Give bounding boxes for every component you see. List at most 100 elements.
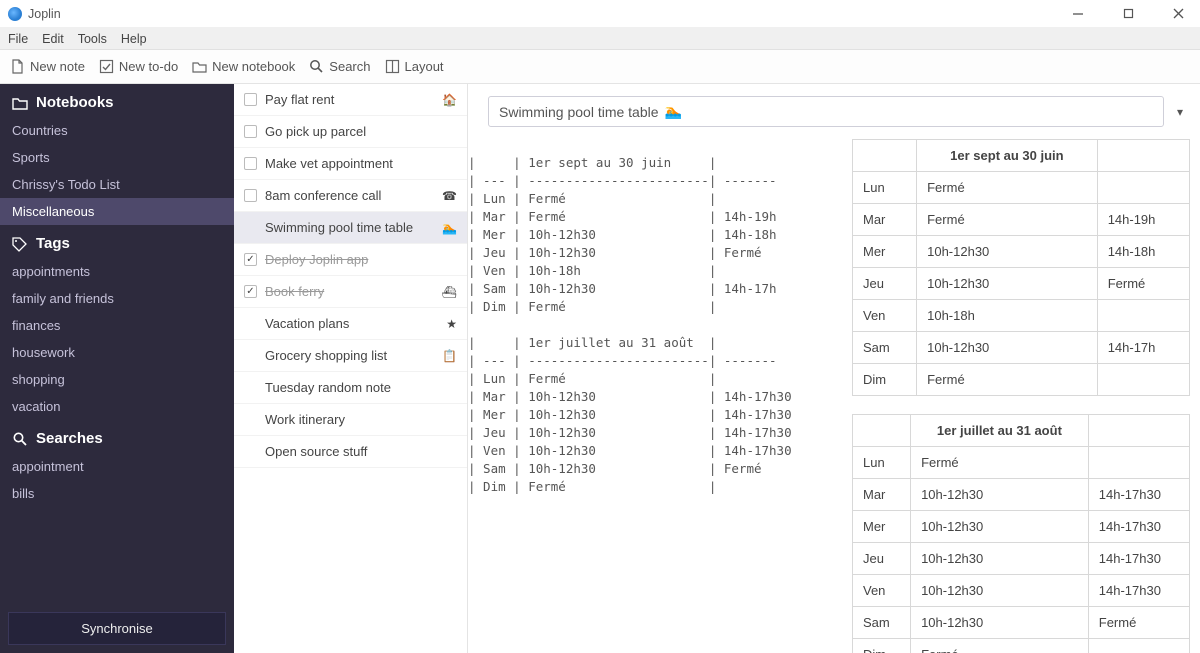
schedule-table: 1er juillet au 31 aoûtLunFerméMar10h-12h…: [852, 414, 1190, 653]
schedule-caption: 1er sept au 30 juin: [917, 140, 1098, 172]
note-editor: Swimming pool time table 🏊 ▾ | | 1er sep…: [468, 84, 1200, 653]
note-list-item-label: Work itinerary: [265, 412, 457, 427]
search-button[interactable]: Search: [309, 59, 370, 74]
note-emoji-icon: ☎: [442, 189, 457, 203]
note-emoji-icon: 🏠: [442, 93, 457, 107]
search-icon: [12, 431, 28, 447]
note-emoji-icon: ★: [446, 317, 457, 331]
table-row: LunFermé: [853, 447, 1190, 479]
sidebar-notebook-item[interactable]: Sports: [0, 144, 234, 171]
layout-label: Layout: [405, 59, 444, 74]
folder-icon: [192, 59, 207, 74]
todo-checkbox[interactable]: [244, 253, 257, 266]
note-list-item[interactable]: Grocery shopping list 📋: [234, 340, 467, 372]
notebooks-heading[interactable]: Notebooks: [0, 84, 234, 117]
table-row: Sam10h-12h30Fermé: [853, 607, 1190, 639]
note-list-item[interactable]: 8am conference call ☎: [234, 180, 467, 212]
note-emoji-icon: 🏊: [442, 221, 457, 235]
layout-icon: [385, 59, 400, 74]
note-list-item[interactable]: Swimming pool time table 🏊: [234, 212, 467, 244]
note-title-input[interactable]: Swimming pool time table 🏊: [488, 96, 1164, 127]
table-row: Mer10h-12h3014h-18h: [853, 236, 1190, 268]
app-title: Joplin: [28, 7, 61, 21]
note-list-item-label: Swimming pool time table: [265, 220, 434, 235]
new-todo-label: New to-do: [119, 59, 178, 74]
sidebar-notebook-item[interactable]: Countries: [0, 117, 234, 144]
menu-edit[interactable]: Edit: [42, 32, 64, 46]
note-list-item-label: Open source stuff: [265, 444, 457, 459]
note-list-item-label: Tuesday random note: [265, 380, 457, 395]
sidebar-notebook-item[interactable]: Chrissy's Todo List: [0, 171, 234, 198]
file-icon: [10, 59, 25, 74]
synchronise-button[interactable]: Synchronise: [8, 612, 226, 645]
folder-icon: [12, 95, 28, 111]
sidebar-search-item[interactable]: appointment: [0, 453, 234, 480]
window-titlebar: Joplin: [0, 0, 1200, 28]
sidebar-search-item[interactable]: bills: [0, 480, 234, 507]
note-list-item[interactable]: Work itinerary: [234, 404, 467, 436]
todo-checkbox[interactable]: [244, 93, 257, 106]
table-row: DimFermé: [853, 639, 1190, 653]
window-minimize-button[interactable]: [1064, 4, 1092, 24]
note-list-item[interactable]: Book ferry ⛴: [234, 276, 467, 308]
menu-help[interactable]: Help: [121, 32, 147, 46]
table-row: Ven10h-18h: [853, 300, 1190, 332]
note-list-item[interactable]: Deploy Joplin app: [234, 244, 467, 276]
searches-heading[interactable]: Searches: [0, 420, 234, 453]
new-todo-button[interactable]: New to-do: [99, 59, 178, 74]
search-icon: [309, 59, 324, 74]
note-list-item[interactable]: Pay flat rent🏠: [234, 84, 467, 116]
new-notebook-button[interactable]: New notebook: [192, 59, 295, 74]
menu-file[interactable]: File: [8, 32, 28, 46]
todo-checkbox[interactable]: [244, 157, 257, 170]
note-list-item-label: 8am conference call: [265, 188, 434, 203]
sidebar-tag-item[interactable]: shopping: [0, 366, 234, 393]
note-list-item[interactable]: Make vet appointment: [234, 148, 467, 180]
sidebar-tag-item[interactable]: appointments: [0, 258, 234, 285]
note-list-item-label: Vacation plans: [265, 316, 438, 331]
layout-button[interactable]: Layout: [385, 59, 444, 74]
sidebar-tag-item[interactable]: vacation: [0, 393, 234, 420]
window-maximize-button[interactable]: [1114, 4, 1142, 24]
todo-checkbox[interactable]: [244, 285, 257, 298]
tags-heading[interactable]: Tags: [0, 225, 234, 258]
table-row: LunFermé: [853, 172, 1190, 204]
sidebar-tag-item[interactable]: finances: [0, 312, 234, 339]
note-list-item[interactable]: Tuesday random note: [234, 372, 467, 404]
sidebar: Notebooks CountriesSportsChrissy's Todo …: [0, 84, 234, 653]
note-emoji-icon: ⛴: [442, 285, 457, 299]
note-list-item[interactable]: Vacation plans ★: [234, 308, 467, 340]
table-row: Sam10h-12h3014h-17h: [853, 332, 1190, 364]
table-row: Mar10h-12h3014h-17h30: [853, 479, 1190, 511]
note-list-item[interactable]: Open source stuff: [234, 436, 467, 468]
sidebar-tag-item[interactable]: family and friends: [0, 285, 234, 312]
table-row: Jeu10h-12h30Fermé: [853, 268, 1190, 300]
markdown-preview: 1er sept au 30 juinLunFerméMarFermé14h-1…: [848, 135, 1200, 653]
table-row: Ven10h-12h3014h-17h30: [853, 575, 1190, 607]
schedule-caption: 1er juillet au 31 août: [911, 415, 1089, 447]
sidebar-notebook-item[interactable]: Miscellaneous: [0, 198, 234, 225]
note-list-item-label: Grocery shopping list: [265, 348, 434, 363]
note-title-text: Swimming pool time table: [499, 104, 659, 120]
note-list-item-label: Book ferry: [265, 284, 434, 299]
tag-icon: [12, 236, 28, 252]
note-list-item-label: Go pick up parcel: [265, 124, 457, 139]
new-note-label: New note: [30, 59, 85, 74]
todo-checkbox[interactable]: [244, 125, 257, 138]
new-note-button[interactable]: New note: [10, 59, 85, 74]
note-actions-dropdown[interactable]: ▾: [1172, 105, 1188, 119]
todo-checkbox[interactable]: [244, 189, 257, 202]
table-row: Mer10h-12h3014h-17h30: [853, 511, 1190, 543]
menu-bar: File Edit Tools Help: [0, 28, 1200, 50]
markdown-editor[interactable]: | | 1er sept au 30 juin | | --- | ------…: [468, 148, 848, 641]
note-list-item[interactable]: Go pick up parcel: [234, 116, 467, 148]
app-icon: [8, 7, 22, 21]
checkbox-icon: [99, 59, 114, 74]
menu-tools[interactable]: Tools: [78, 32, 107, 46]
note-list: Pay flat rent🏠 Go pick up parcel Make vet …: [234, 84, 468, 653]
schedule-table: 1er sept au 30 juinLunFerméMarFermé14h-1…: [852, 139, 1190, 396]
note-title-emoji: 🏊: [665, 103, 682, 120]
note-emoji-icon: 📋: [442, 349, 457, 363]
sidebar-tag-item[interactable]: housework: [0, 339, 234, 366]
window-close-button[interactable]: [1164, 4, 1192, 24]
